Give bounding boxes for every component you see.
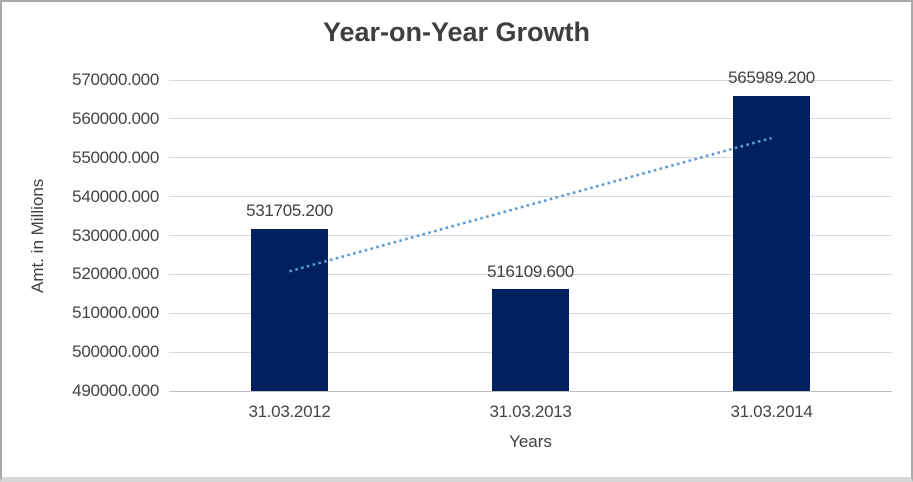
y-tick-label: 500000.000: [72, 342, 159, 362]
y-tick-label: 560000.000: [72, 108, 159, 128]
y-tick-label: 510000.000: [72, 303, 159, 323]
x-axis-title: Years: [509, 432, 552, 451]
x-tick-label: 31.03.2012: [248, 402, 331, 421]
bar: [733, 95, 810, 391]
trendline-layer: [289, 136, 772, 273]
trendline: [289, 136, 772, 273]
y-tick-label: 550000.000: [72, 147, 159, 167]
y-tick-label: 490000.000: [72, 381, 159, 400]
gridline: [169, 273, 892, 275]
bar: [251, 228, 328, 391]
plot-area: Years 531705.200 31.03.2012 516109.600 31.0…: [169, 68, 892, 451]
gridline: [169, 235, 892, 236]
bar-value-label: 516109.600: [487, 261, 574, 281]
x-tick-label: 31.03.2013: [489, 402, 572, 421]
y-tick-label: 520000.000: [72, 264, 159, 284]
y-tick-label: 540000.000: [72, 186, 159, 206]
gridline: [169, 157, 892, 159]
gridline: [169, 79, 892, 81]
bar-value-label: 565989.200: [728, 67, 815, 87]
gridline: [169, 196, 892, 198]
y-tick-label: 570000.000: [72, 70, 159, 89]
y-axis-ticks: 570000.000 560000.000 550000.000 540000.000…: [2, 70, 159, 400]
chart-title: Year-on-Year Growth: [322, 17, 591, 47]
gridline: [169, 118, 892, 120]
y-tick-label: 530000.000: [72, 225, 159, 245]
x-tick-label: 31.03.2014: [730, 402, 813, 421]
x-axis-line: [169, 390, 892, 392]
bar-value-label: 531705.200: [246, 200, 333, 220]
bar: [492, 289, 569, 391]
